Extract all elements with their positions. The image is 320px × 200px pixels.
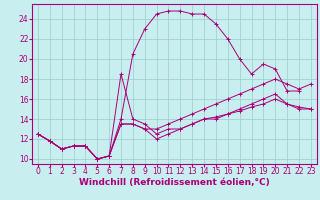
X-axis label: Windchill (Refroidissement éolien,°C): Windchill (Refroidissement éolien,°C)	[79, 178, 270, 187]
